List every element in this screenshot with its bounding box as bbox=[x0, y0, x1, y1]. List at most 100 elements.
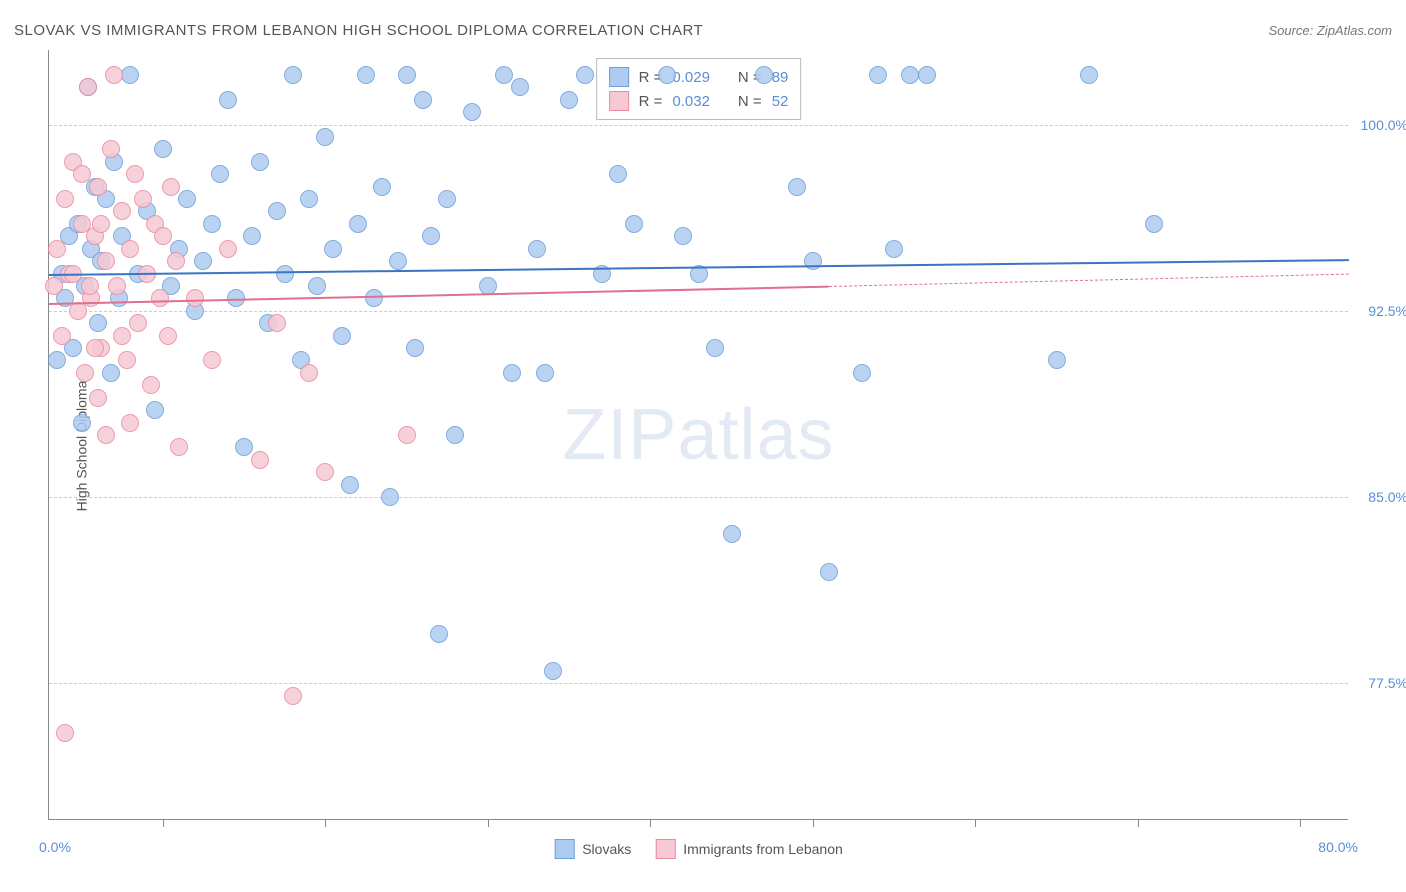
data-point-series1 bbox=[609, 165, 627, 183]
x-tick bbox=[1300, 819, 1301, 827]
data-point-series1 bbox=[333, 327, 351, 345]
data-point-series1 bbox=[406, 339, 424, 357]
chart-title: SLOVAK VS IMMIGRANTS FROM LEBANON HIGH S… bbox=[14, 22, 703, 39]
data-point-series1 bbox=[511, 78, 529, 96]
data-point-series2 bbox=[268, 314, 286, 332]
source-label: Source: ZipAtlas.com bbox=[1268, 23, 1392, 38]
data-point-series1 bbox=[316, 128, 334, 146]
data-point-series1 bbox=[154, 140, 172, 158]
data-point-series2 bbox=[142, 376, 160, 394]
legend-label-1: Slovaks bbox=[582, 841, 631, 857]
data-point-series1 bbox=[528, 240, 546, 258]
data-point-series1 bbox=[203, 215, 221, 233]
data-point-series2 bbox=[92, 215, 110, 233]
x-axis-end-label: 80.0% bbox=[1318, 839, 1358, 855]
y-tick-label: 92.5% bbox=[1353, 303, 1406, 319]
data-point-series1 bbox=[373, 178, 391, 196]
data-point-series1 bbox=[381, 488, 399, 506]
data-point-series2 bbox=[159, 327, 177, 345]
data-point-series1 bbox=[560, 91, 578, 109]
data-point-series1 bbox=[341, 476, 359, 494]
data-point-series2 bbox=[203, 351, 221, 369]
data-point-series1 bbox=[324, 240, 342, 258]
bottom-legend: Slovaks Immigrants from Lebanon bbox=[554, 839, 843, 859]
data-point-series1 bbox=[918, 66, 936, 84]
data-point-series1 bbox=[48, 351, 66, 369]
data-point-series1 bbox=[885, 240, 903, 258]
data-point-series2 bbox=[113, 327, 131, 345]
data-point-series1 bbox=[89, 314, 107, 332]
data-point-series1 bbox=[755, 66, 773, 84]
data-point-series1 bbox=[284, 66, 302, 84]
data-point-series2 bbox=[151, 289, 169, 307]
data-point-series1 bbox=[788, 178, 806, 196]
data-point-series2 bbox=[53, 327, 71, 345]
data-point-series2 bbox=[108, 277, 126, 295]
data-point-series2 bbox=[79, 78, 97, 96]
data-point-series1 bbox=[194, 252, 212, 270]
data-point-series1 bbox=[1048, 351, 1066, 369]
data-point-series2 bbox=[167, 252, 185, 270]
data-point-series2 bbox=[86, 339, 104, 357]
watermark: ZIPatlas bbox=[562, 394, 834, 476]
legend-item-2: Immigrants from Lebanon bbox=[655, 839, 843, 859]
data-point-series2 bbox=[170, 438, 188, 456]
data-point-series1 bbox=[146, 401, 164, 419]
data-point-series2 bbox=[186, 289, 204, 307]
data-point-series2 bbox=[48, 240, 66, 258]
data-point-series1 bbox=[804, 252, 822, 270]
legend-swatch-1 bbox=[554, 839, 574, 859]
data-point-series1 bbox=[235, 438, 253, 456]
swatch-series1 bbox=[609, 67, 629, 87]
r-value-1: 0.029 bbox=[672, 69, 710, 86]
data-point-series2 bbox=[73, 165, 91, 183]
x-tick bbox=[975, 819, 976, 827]
data-point-series1 bbox=[102, 364, 120, 382]
data-point-series1 bbox=[1080, 66, 1098, 84]
data-point-series1 bbox=[414, 91, 432, 109]
data-point-series2 bbox=[134, 190, 152, 208]
y-tick-label: 100.0% bbox=[1353, 117, 1406, 133]
data-point-series1 bbox=[178, 190, 196, 208]
gridline-h bbox=[49, 125, 1348, 126]
data-point-series2 bbox=[97, 252, 115, 270]
data-point-series1 bbox=[869, 66, 887, 84]
title-bar: SLOVAK VS IMMIGRANTS FROM LEBANON HIGH S… bbox=[14, 18, 1392, 42]
data-point-series1 bbox=[251, 153, 269, 171]
data-point-series1 bbox=[723, 525, 741, 543]
data-point-series1 bbox=[268, 202, 286, 220]
data-point-series1 bbox=[1145, 215, 1163, 233]
data-point-series2 bbox=[284, 687, 302, 705]
data-point-series2 bbox=[89, 178, 107, 196]
data-point-series2 bbox=[154, 227, 172, 245]
data-point-series1 bbox=[211, 165, 229, 183]
data-point-series1 bbox=[544, 662, 562, 680]
data-point-series1 bbox=[422, 227, 440, 245]
n-label-2: N = bbox=[738, 93, 762, 110]
watermark-zip: ZIP bbox=[562, 395, 677, 475]
data-point-series1 bbox=[243, 227, 261, 245]
data-point-series1 bbox=[73, 414, 91, 432]
data-point-series2 bbox=[121, 240, 139, 258]
n-value-2: 52 bbox=[772, 93, 789, 110]
data-point-series2 bbox=[89, 389, 107, 407]
legend-swatch-2 bbox=[655, 839, 675, 859]
data-point-series1 bbox=[446, 426, 464, 444]
data-point-series1 bbox=[495, 66, 513, 84]
r-value-2: 0.032 bbox=[672, 93, 710, 110]
data-point-series1 bbox=[276, 265, 294, 283]
data-point-series2 bbox=[56, 190, 74, 208]
data-point-series2 bbox=[81, 277, 99, 295]
data-point-series2 bbox=[113, 202, 131, 220]
x-tick bbox=[163, 819, 164, 827]
gridline-h bbox=[49, 311, 1348, 312]
data-point-series2 bbox=[105, 66, 123, 84]
data-point-series1 bbox=[853, 364, 871, 382]
data-point-series1 bbox=[536, 364, 554, 382]
data-point-series2 bbox=[126, 165, 144, 183]
x-tick bbox=[813, 819, 814, 827]
data-point-series1 bbox=[398, 66, 416, 84]
y-tick-label: 85.0% bbox=[1353, 489, 1406, 505]
data-point-series1 bbox=[463, 103, 481, 121]
legend-item-1: Slovaks bbox=[554, 839, 631, 859]
